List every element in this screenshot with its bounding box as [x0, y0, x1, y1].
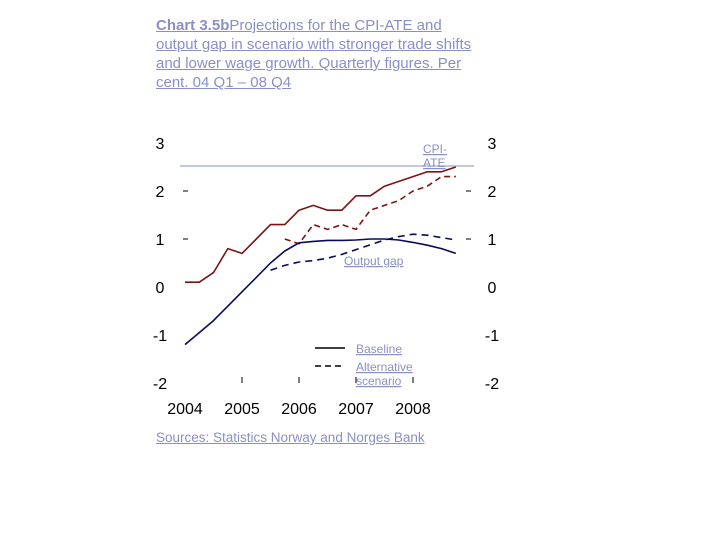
y-tick-label-right: 2	[488, 184, 497, 201]
output-gap-annotation: Output gap	[344, 254, 404, 268]
y-tick-label-right: -1	[485, 328, 499, 345]
chart-title: Chart 3.5bProjections for the CPI-ATE an…	[156, 16, 486, 92]
y-tick-label-left: 2	[156, 184, 165, 201]
x-tick-label: 2006	[281, 401, 317, 418]
cpi-annotation: CPI-ATE	[423, 142, 447, 170]
x-tick-label: 2008	[395, 401, 431, 418]
cpi-baseline-line	[185, 166, 457, 284]
gap-baseline-line	[184, 238, 457, 346]
cpi-alt-line	[284, 175, 456, 245]
y-tick-label-left: 1	[156, 232, 165, 249]
chart-number: Chart 3.5b	[156, 17, 230, 34]
y-tick-label-right: 3	[488, 136, 497, 153]
gap-alt-line	[270, 233, 456, 271]
legend-alt-label: Alternative scenario	[356, 360, 413, 388]
source-note: Sources: Statistics Norway and Norges Ba…	[156, 430, 425, 445]
y-tick-label-right: -2	[485, 376, 499, 393]
y-tick-label-left: 3	[156, 136, 165, 153]
x-axis: 2004 2005 2006 2007 2008	[167, 377, 431, 418]
y-axis-right: 3 2 1 0 -1 -2	[466, 136, 499, 393]
x-tick-label: 2005	[224, 401, 260, 418]
y-tick-label-right: 0	[488, 280, 497, 297]
chart-title-text: Projections for the CPI-ATE and output g…	[156, 17, 472, 91]
series-lines	[184, 166, 457, 346]
x-tick-label: 2007	[338, 401, 374, 418]
y-tick-label-left: -1	[153, 328, 167, 345]
legend-baseline-label: Baseline	[356, 342, 402, 356]
y-tick-label-left: 0	[156, 280, 165, 297]
y-tick-label-left: -2	[153, 376, 167, 393]
y-tick-label-right: 1	[488, 232, 497, 249]
y-axis-left: 3 2 1 0 -1 -2	[153, 136, 188, 393]
x-tick-label: 2004	[167, 401, 203, 418]
